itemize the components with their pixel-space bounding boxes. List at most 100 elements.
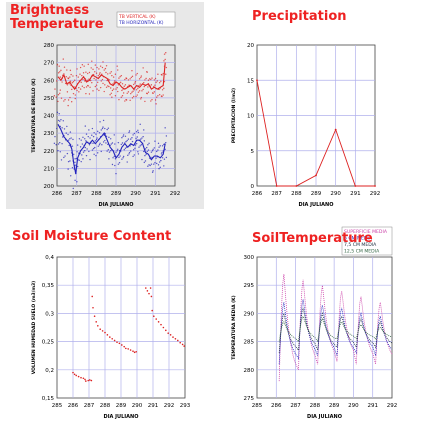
soil_temp-x-tick-label: 291 bbox=[367, 403, 378, 409]
tb-data-point bbox=[82, 151, 85, 153]
tb-data-point bbox=[56, 111, 59, 114]
soil-moisture-data-point bbox=[177, 339, 179, 342]
tb-data-point bbox=[79, 66, 82, 69]
tb-data-point bbox=[71, 152, 73, 154]
tb-data-point bbox=[150, 151, 153, 153]
tb-data-point bbox=[59, 71, 61, 73]
tb-data-point bbox=[114, 80, 116, 82]
tb-data-point bbox=[116, 65, 118, 67]
soil-moisture-data-point bbox=[73, 373, 76, 376]
soil_moisture-y-axis-label: VOLUMEN HUMEDAD SUELO (m3/m3) bbox=[31, 281, 37, 374]
tb-data-point bbox=[84, 150, 86, 152]
tb-data-point bbox=[111, 89, 114, 92]
soil-moisture-data-point bbox=[84, 378, 86, 381]
tb-data-point bbox=[154, 140, 156, 142]
tb-data-point bbox=[69, 76, 71, 78]
tb-data-point bbox=[98, 144, 101, 146]
tb-data-point bbox=[109, 72, 111, 74]
tb-data-point bbox=[111, 74, 113, 77]
tb-data-point bbox=[158, 88, 160, 91]
soil-moisture-data-point bbox=[155, 318, 157, 320]
tb-data-point bbox=[134, 144, 137, 146]
soil-moisture-data-point bbox=[87, 379, 89, 382]
soil_temp-y-tick-label: 290 bbox=[244, 311, 255, 317]
tb-data-point bbox=[81, 64, 84, 66]
tb-data-point bbox=[74, 161, 76, 164]
tb-data-point bbox=[101, 78, 104, 81]
tb-data-point bbox=[112, 88, 115, 90]
tb-data-point bbox=[137, 153, 140, 155]
tb-data-point bbox=[63, 66, 66, 68]
tb-data-point bbox=[140, 96, 143, 99]
tb-data-point bbox=[67, 104, 69, 107]
tb-data-point bbox=[86, 79, 88, 81]
soil-moisture-data-point bbox=[89, 379, 91, 381]
tb-data-point bbox=[124, 135, 127, 137]
tb-data-point bbox=[73, 164, 76, 167]
tb-data-point bbox=[122, 157, 124, 159]
soil-temp-series-line bbox=[278, 315, 393, 343]
tb-data-point bbox=[97, 130, 99, 133]
tb-data-point bbox=[165, 135, 168, 137]
soil-moisture-data-point bbox=[179, 341, 181, 344]
tb-data-point bbox=[145, 77, 147, 80]
tb-data-point bbox=[61, 77, 63, 80]
tb-data-point bbox=[61, 74, 64, 77]
tb-data-point bbox=[134, 80, 137, 83]
soil_moisture-y-tick-label: 0,2 bbox=[45, 368, 54, 374]
tb-data-point bbox=[65, 76, 67, 78]
tb-data-point bbox=[108, 136, 110, 139]
tb-data-point bbox=[147, 149, 150, 151]
tb-data-point bbox=[143, 85, 145, 88]
tb-data-point bbox=[154, 162, 156, 164]
tb-data-point bbox=[107, 73, 109, 75]
tb-data-point bbox=[161, 74, 163, 76]
tb-data-point bbox=[117, 141, 120, 144]
soil-moisture-data-point bbox=[123, 345, 125, 348]
soil_temp-x-tick-label: 288 bbox=[310, 403, 321, 409]
tb-data-point bbox=[144, 160, 147, 162]
soil-moisture-data-point bbox=[127, 348, 129, 350]
tb-data-point bbox=[69, 160, 71, 162]
tb-data-point bbox=[66, 69, 68, 71]
tb-data-point bbox=[104, 139, 106, 142]
tb-data-point bbox=[117, 90, 119, 93]
tb-data-point bbox=[87, 72, 89, 75]
tb-data-point bbox=[153, 163, 155, 165]
tb-data-point bbox=[121, 83, 124, 85]
tb-data-point bbox=[109, 94, 111, 96]
tb-x-tick-label: 292 bbox=[170, 191, 181, 197]
soil-moisture-data-point bbox=[169, 334, 172, 336]
tb-data-point bbox=[163, 165, 165, 167]
precip-y-tick-label: 20 bbox=[247, 43, 254, 49]
tb-data-point bbox=[154, 84, 156, 86]
tb-data-point bbox=[128, 153, 130, 155]
tb-data-point bbox=[129, 99, 131, 102]
tb-data-point bbox=[85, 86, 88, 88]
tb-data-point bbox=[121, 142, 124, 144]
soil_moisture-x-tick-label: 287 bbox=[84, 403, 95, 409]
tb-data-point bbox=[107, 143, 109, 146]
tb-data-point bbox=[79, 73, 81, 75]
soil-moisture-data-point bbox=[162, 326, 165, 329]
tb-data-point bbox=[103, 90, 105, 93]
tb-data-point bbox=[129, 78, 131, 80]
tb-data-point bbox=[128, 131, 130, 134]
tb-data-point bbox=[95, 138, 98, 141]
tb-data-point bbox=[124, 147, 127, 149]
tb-data-point bbox=[110, 138, 112, 140]
tb-data-point bbox=[114, 143, 116, 145]
tb-data-point bbox=[69, 138, 71, 140]
soil_temp-x-tick-label: 290 bbox=[348, 403, 359, 409]
tb-data-point bbox=[141, 90, 143, 92]
tb-data-point bbox=[85, 140, 87, 142]
tb-data-point bbox=[87, 141, 89, 143]
tb-x-tick-label: 286 bbox=[52, 191, 63, 197]
brightness-title: Brightness Temperature bbox=[10, 4, 104, 32]
tb-data-point bbox=[88, 144, 91, 146]
tb-data-point bbox=[75, 87, 77, 90]
tb-data-point bbox=[93, 153, 95, 155]
soil-temp-series-line bbox=[278, 299, 393, 365]
tb-data-point bbox=[86, 148, 88, 150]
tb-data-point bbox=[131, 75, 134, 78]
